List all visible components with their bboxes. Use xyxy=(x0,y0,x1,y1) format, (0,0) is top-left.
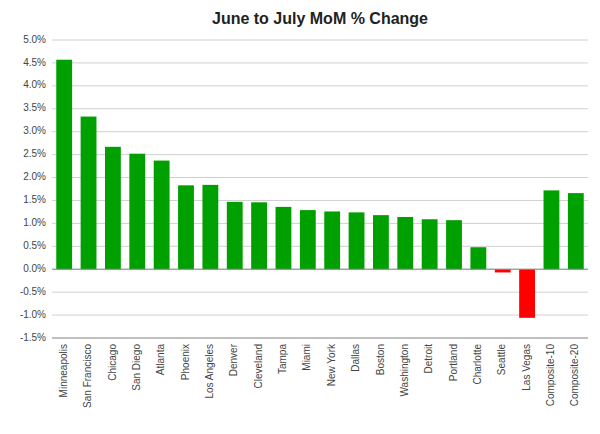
bar xyxy=(568,193,584,269)
x-tick-label: Composite-10 xyxy=(545,344,556,407)
y-tick-label: 1.0% xyxy=(23,217,46,228)
grid-line xyxy=(52,62,588,63)
x-tick-label: Detroit xyxy=(423,344,434,374)
bar xyxy=(129,154,145,270)
grid-line xyxy=(52,108,588,109)
grid-line xyxy=(52,40,588,41)
x-tick-label: Miami xyxy=(301,344,312,371)
bar xyxy=(178,185,194,269)
bar xyxy=(300,210,316,269)
x-tick-label: Denver xyxy=(228,343,239,376)
bars xyxy=(56,60,583,318)
grid-line xyxy=(52,131,588,132)
x-tick-label: Composite-20 xyxy=(569,344,580,407)
bar xyxy=(202,185,218,269)
x-tick-label: Charlotte xyxy=(472,344,483,385)
title: June to July MoM % Change xyxy=(212,10,428,27)
chart: June to July MoM % Change -1.5% -1.0% -0.5%… xyxy=(0,0,600,434)
bar xyxy=(519,269,535,318)
x-axis-line xyxy=(52,338,588,339)
bar xyxy=(470,247,486,269)
x-tick-label: Cleveland xyxy=(253,344,264,388)
x-tick-label: Portland xyxy=(448,344,459,381)
y-tick-label: 0.5% xyxy=(23,240,46,251)
y-tick-label: 0.0% xyxy=(23,263,46,274)
bar xyxy=(397,217,413,269)
bar xyxy=(154,161,170,270)
x-tick-label: Dallas xyxy=(350,344,361,372)
x-tick-label: Chicago xyxy=(107,344,118,381)
x-tick-label: Las Vegas xyxy=(521,344,532,391)
x-tick-label: San Francisco xyxy=(82,344,93,408)
y-tick-label: 1.5% xyxy=(23,194,46,205)
y-tick-label: -1.0% xyxy=(20,309,46,320)
grid-line xyxy=(52,338,588,339)
bar xyxy=(544,190,560,269)
x-tick-label: Phoenix xyxy=(180,344,191,380)
zero-line xyxy=(52,269,588,270)
bar xyxy=(446,220,462,269)
x-tick-label: Boston xyxy=(375,344,386,375)
bar xyxy=(81,117,97,270)
x-tick-label: San Diego xyxy=(131,344,142,391)
x-tick-label: Los Angeles xyxy=(204,344,215,399)
bar xyxy=(324,211,340,269)
y-tick-label: -1.5% xyxy=(20,332,46,343)
bar xyxy=(276,207,292,269)
x-tick-label: New York xyxy=(326,343,337,386)
y-tick-label: 4.0% xyxy=(23,79,46,90)
y-tick-label: 5.0% xyxy=(23,34,46,45)
bar xyxy=(373,215,389,269)
bar xyxy=(105,147,121,269)
y-tick-label: 2.5% xyxy=(23,148,46,159)
y-tick-label: -0.5% xyxy=(20,286,46,297)
y-tick-label: 3.0% xyxy=(23,125,46,136)
y-tick-label: 3.5% xyxy=(23,102,46,113)
y-tick-label: 4.5% xyxy=(23,57,46,68)
grid xyxy=(52,40,588,338)
grid-line xyxy=(52,85,588,86)
bar xyxy=(349,212,365,269)
grid-line xyxy=(52,292,588,293)
grid-line xyxy=(52,315,588,316)
x-tick-label: Washington xyxy=(399,344,410,396)
bar xyxy=(56,60,72,270)
x-tick-label: Atlanta xyxy=(155,344,166,376)
x-tick-label: Tampa xyxy=(277,344,288,374)
bar xyxy=(251,202,267,269)
y-tick-label: 2.0% xyxy=(23,171,46,182)
bar xyxy=(422,219,438,269)
bar xyxy=(227,202,243,269)
x-tick-label: Minneapolis xyxy=(58,344,69,397)
x-tick-label: Seattle xyxy=(496,344,507,376)
grid-line xyxy=(52,269,588,270)
